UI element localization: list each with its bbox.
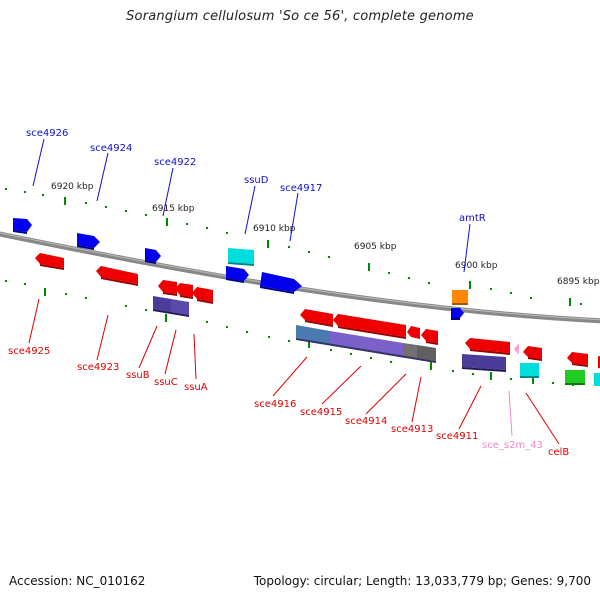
label-sce4916: sce4916 — [254, 399, 296, 410]
gene-sce4913-b[interactable] — [421, 329, 438, 345]
gene-sce_s2m_43[interactable] — [514, 343, 519, 355]
reverse-genes — [35, 253, 600, 386]
gene-sce4923[interactable] — [96, 266, 138, 286]
scale-labels: 6920 kbp 6915 kbp 6910 kbp 6905 kbp 6900… — [51, 182, 600, 287]
gene-ssuD[interactable] — [228, 248, 254, 266]
rna-leader-line — [508, 390, 513, 437]
scale-label-6895: 6895 kbp — [557, 277, 600, 287]
label-sce4911: sce4911 — [436, 431, 478, 442]
label-sce4926: sce4926 — [26, 128, 68, 139]
scale-label-6900: 6900 kbp — [455, 261, 498, 271]
gene-green-edge[interactable] — [565, 370, 600, 386]
scale-label-6915: 6915 kbp — [152, 204, 195, 214]
topology-text: Topology: circular; Length: 13,033,779 b… — [253, 574, 591, 588]
label-sce4925: sce4925 — [8, 346, 50, 357]
scale-label-6910: 6910 kbp — [253, 224, 296, 234]
label-ssuC: ssuC — [154, 377, 178, 388]
gene-sce4911-violet[interactable] — [462, 354, 506, 372]
gene-sce4917[interactable] — [260, 272, 302, 294]
reverse-leader-lines — [28, 298, 560, 445]
gene-celB[interactable] — [520, 363, 539, 378]
forward-scale-major-ticks — [64, 197, 571, 306]
reverse-scale-dots — [5, 280, 574, 386]
forward-genes — [13, 218, 468, 320]
gene-amtR-orange[interactable] — [452, 290, 468, 305]
gene-sce4925[interactable] — [35, 253, 64, 270]
scale-label-6905: 6905 kbp — [354, 242, 397, 252]
label-sce4915: sce4915 — [300, 407, 342, 418]
gene-sce4916[interactable] — [300, 309, 333, 327]
forward-gene-labels: sce4926 sce4924 sce4922 ssuD sce4917 amt… — [26, 128, 486, 224]
forward-scale-dots — [5, 188, 582, 305]
label-sce4922: sce4922 — [154, 157, 196, 168]
label-sce4914: sce4914 — [345, 416, 387, 427]
label-sce4913: sce4913 — [391, 424, 433, 435]
label-amtR: amtR — [459, 213, 486, 224]
gene-sce4915[interactable] — [333, 314, 406, 339]
gene-sce4926[interactable] — [13, 218, 32, 234]
label-sce4923: sce4923 — [77, 362, 119, 373]
forward-leader-lines — [32, 138, 471, 273]
label-ssuA: ssuA — [184, 382, 208, 393]
scale-label-6920: 6920 kbp — [51, 182, 94, 192]
gene-red-edge[interactable] — [567, 352, 600, 369]
gene-amtR[interactable] — [451, 308, 464, 320]
gene-ssuD-2[interactable] — [226, 266, 249, 283]
reverse-gene-labels: sce4925 sce4923 ssuB ssuC ssuA sce4916 s… — [8, 346, 569, 458]
accession-text: Accession: NC_010162 — [9, 574, 146, 588]
label-ssuB: ssuB — [126, 370, 150, 381]
gene-ssuB-red[interactable] — [158, 280, 177, 296]
label-sce4924: sce4924 — [90, 143, 132, 154]
gene-ssuB[interactable] — [153, 296, 189, 317]
label-ssuD: ssuD — [244, 175, 269, 186]
gene-sce4914[interactable] — [296, 325, 436, 363]
gene-ssuA-red[interactable] — [192, 287, 213, 304]
gene-ssuC-red[interactable] — [175, 283, 193, 299]
genome-title: Sorangium cellulosum 'So ce 56', complet… — [126, 9, 474, 24]
gene-sce4924[interactable] — [77, 233, 100, 250]
gene-sce4911[interactable] — [465, 338, 510, 355]
gene-sce4913-a[interactable] — [407, 326, 420, 339]
label-sce_s2m_43: sce_s2m_43 — [482, 440, 543, 451]
label-sce4917: sce4917 — [280, 183, 322, 194]
reverse-scale-major-ticks — [44, 288, 534, 384]
label-celB: celB — [548, 447, 569, 458]
gene-sce4922[interactable] — [145, 248, 161, 264]
gene-celB-red[interactable] — [523, 346, 542, 361]
